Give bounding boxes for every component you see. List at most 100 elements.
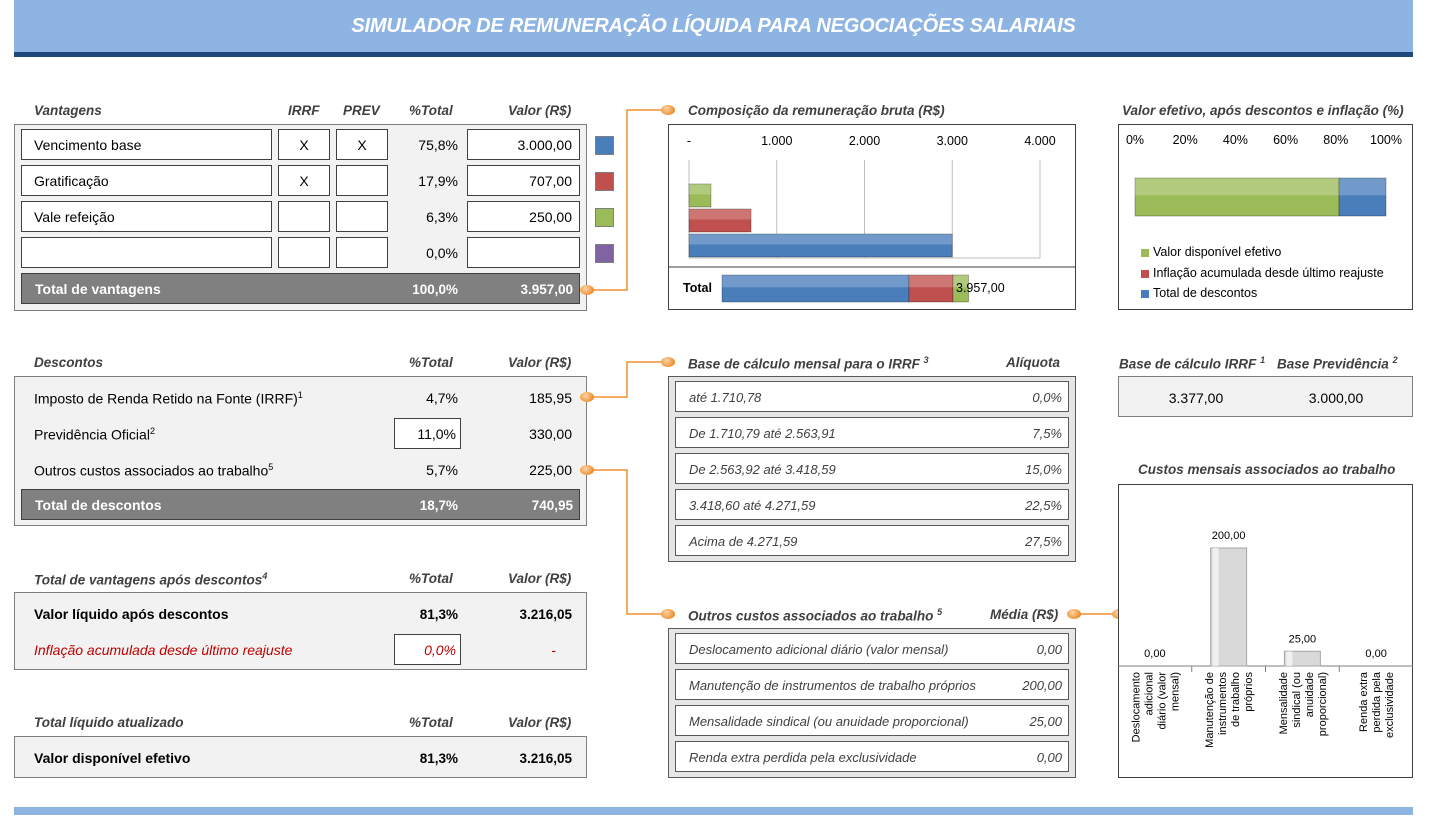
category-label-line: anuidade: [1304, 672, 1316, 717]
irrf-faixa-row: até 1.710,78 0,0%: [675, 381, 1069, 412]
valor-efetivo-chart: 0% 20% 40% 60% 80% 100%: [1126, 133, 1402, 217]
vantagem-valor-input[interactable]: 3.000,00: [467, 129, 580, 160]
bar-highlight: [1212, 548, 1219, 666]
faixa-label: De 2.563,92 até 3.418,59: [689, 462, 836, 477]
vantagem-valor-input[interactable]: 250,00: [467, 201, 580, 232]
connector-dot-icon: [661, 609, 675, 619]
total-descontos-pct: 18,7%: [419, 498, 458, 513]
irrf-checkbox[interactable]: [278, 201, 330, 232]
vantagem-valor-input[interactable]: [467, 237, 580, 268]
custos-chart-box: [1118, 484, 1413, 778]
irrf-checkbox[interactable]: X: [278, 165, 330, 196]
category-label-line: instrumentos: [1217, 672, 1229, 735]
base-irrf-header: Base de cálculo IRRF 1: [1119, 355, 1265, 372]
total-descontos-label: Total de descontos: [35, 497, 162, 513]
prev-checkbox[interactable]: [336, 165, 388, 196]
blue-color-swatch: [595, 136, 614, 155]
custo-valor: 200,00: [1022, 678, 1062, 693]
category-label-line: proporcional): [1317, 672, 1329, 736]
title-banner: SIMULADOR DE REMUNERAÇÃO LÍQUIDA PARA NE…: [14, 0, 1413, 57]
aliquota-header: Alíquota: [1006, 355, 1060, 370]
total-descontos-valor: 740,95: [531, 498, 573, 513]
vantagem-label-input[interactable]: Vencimento base: [21, 129, 272, 160]
footnote-marker: 2: [1392, 355, 1398, 365]
irrf-checkbox[interactable]: [278, 237, 330, 268]
category-label-line: diário (valor: [1156, 672, 1168, 730]
vantagens-header: Vantagens: [34, 103, 102, 118]
tick-label: 1.000: [761, 134, 792, 148]
category-label-line: perdida pela: [1371, 671, 1383, 732]
category-label-line: Renda extra: [1358, 671, 1370, 732]
valor-col-header: Valor (R$): [508, 715, 572, 730]
pct-col-header: %Total: [409, 715, 453, 730]
total-descontos-row: Total de descontos 18,7% 740,95: [21, 489, 580, 520]
legend-label: Valor disponível efetivo: [1153, 245, 1282, 259]
tick-label: 80%: [1323, 133, 1348, 147]
category-label-line: Deslocamento: [1130, 672, 1142, 742]
vantagem-label-input[interactable]: Gratificação: [21, 165, 272, 196]
bar: [688, 183, 712, 208]
data-label: 200,00: [1212, 530, 1246, 542]
vantagem-label-input[interactable]: Vale refeição: [21, 201, 272, 232]
footnote-marker: 1: [297, 390, 303, 400]
total-vantagens-label: Total de vantagens: [35, 281, 161, 297]
prev-checkbox[interactable]: [336, 201, 388, 232]
custo-row: Mensalidade sindical (ou anuidade propor…: [675, 705, 1069, 736]
faixa-label: até 1.710,78: [689, 390, 762, 405]
irrf-faixa-row: De 1.710,79 até 2.563,91 7,5%: [675, 417, 1069, 448]
legend-item: Valor disponível efetivo: [1141, 245, 1281, 259]
connector-dot-icon: [661, 357, 675, 367]
outros-custos-title-text: Outros custos associados ao trabalho: [688, 608, 934, 624]
composicao-total-value: 3.957,00: [956, 281, 1005, 295]
legend-label: Total de descontos: [1153, 286, 1258, 300]
data-label: 0,00: [1365, 648, 1386, 660]
pct-col-header: %Total: [409, 103, 453, 118]
connector-line: [587, 361, 668, 398]
stacked-bar-segment: [1338, 177, 1387, 217]
category-label-line: mensal): [1169, 672, 1181, 711]
stacked-bar-segment-highlight: [1339, 178, 1386, 196]
vantagem-pct: 17,9%: [418, 173, 458, 189]
prev-checkbox[interactable]: [336, 237, 388, 268]
inflacao-pct-input[interactable]: 0,0%: [394, 634, 461, 665]
page-title: SIMULADOR DE REMUNERAÇÃO LÍQUIDA PARA NE…: [351, 15, 1076, 37]
category-label-line: de trabalho: [1230, 672, 1242, 727]
previdencia-pct-input[interactable]: 11,0%: [394, 418, 461, 449]
legend-swatch-icon: [1141, 290, 1149, 298]
atualizado-header: Total líquido atualizado: [34, 715, 184, 730]
connector-dot-icon: [580, 285, 594, 295]
tick-label: -: [687, 134, 691, 148]
pct-col-header: %Total: [409, 355, 453, 370]
bases-panel: [1118, 376, 1413, 417]
connector-dot-icon: [661, 105, 675, 115]
aliquota-value: 27,5%: [1025, 534, 1062, 549]
vantagem-label-input[interactable]: [21, 237, 272, 268]
bar-highlight: [689, 209, 752, 220]
irrf-faixa-row: 3.418,60 até 4.271,59 22,5%: [675, 489, 1069, 520]
aliquota-value: 0,0%: [1032, 390, 1062, 405]
apos-descontos-header: Total de vantagens após descontos4: [34, 571, 267, 588]
connector-line: [587, 109, 668, 291]
vantagem-pct: 6,3%: [426, 209, 458, 225]
liquido-pct: 81,3%: [419, 607, 458, 622]
custo-label: Renda extra perdida pela exclusividade: [689, 750, 917, 765]
custo-valor: 0,00: [1036, 642, 1062, 657]
irrf-checkbox[interactable]: X: [278, 129, 330, 160]
connector-dot-icon: [1067, 609, 1081, 619]
vantagem-pct: 0,0%: [426, 245, 458, 261]
faixa-label: 3.418,60 até 4.271,59: [689, 498, 816, 513]
valor-efetivo-chart-box: [1118, 124, 1413, 310]
custo-row: Renda extra perdida pela exclusividade 0,…: [675, 741, 1069, 772]
footnote-marker: 5: [268, 462, 274, 472]
bar: [1283, 650, 1321, 667]
prev-checkbox[interactable]: X: [336, 129, 388, 160]
legend-label: Inflação acumulada desde último reajuste: [1153, 266, 1384, 280]
total-stack-segment: [908, 274, 954, 303]
atualizado-panel: [14, 736, 587, 778]
vantagem-valor-input[interactable]: 707,00: [467, 165, 580, 196]
vantagem-pct: 75,8%: [418, 137, 458, 153]
base-irrf-value: 3.377,00: [1168, 390, 1224, 406]
tick-label: 100%: [1370, 133, 1402, 147]
bar-highlight: [689, 234, 953, 245]
stacked-bar-segment-highlight: [1135, 178, 1340, 196]
